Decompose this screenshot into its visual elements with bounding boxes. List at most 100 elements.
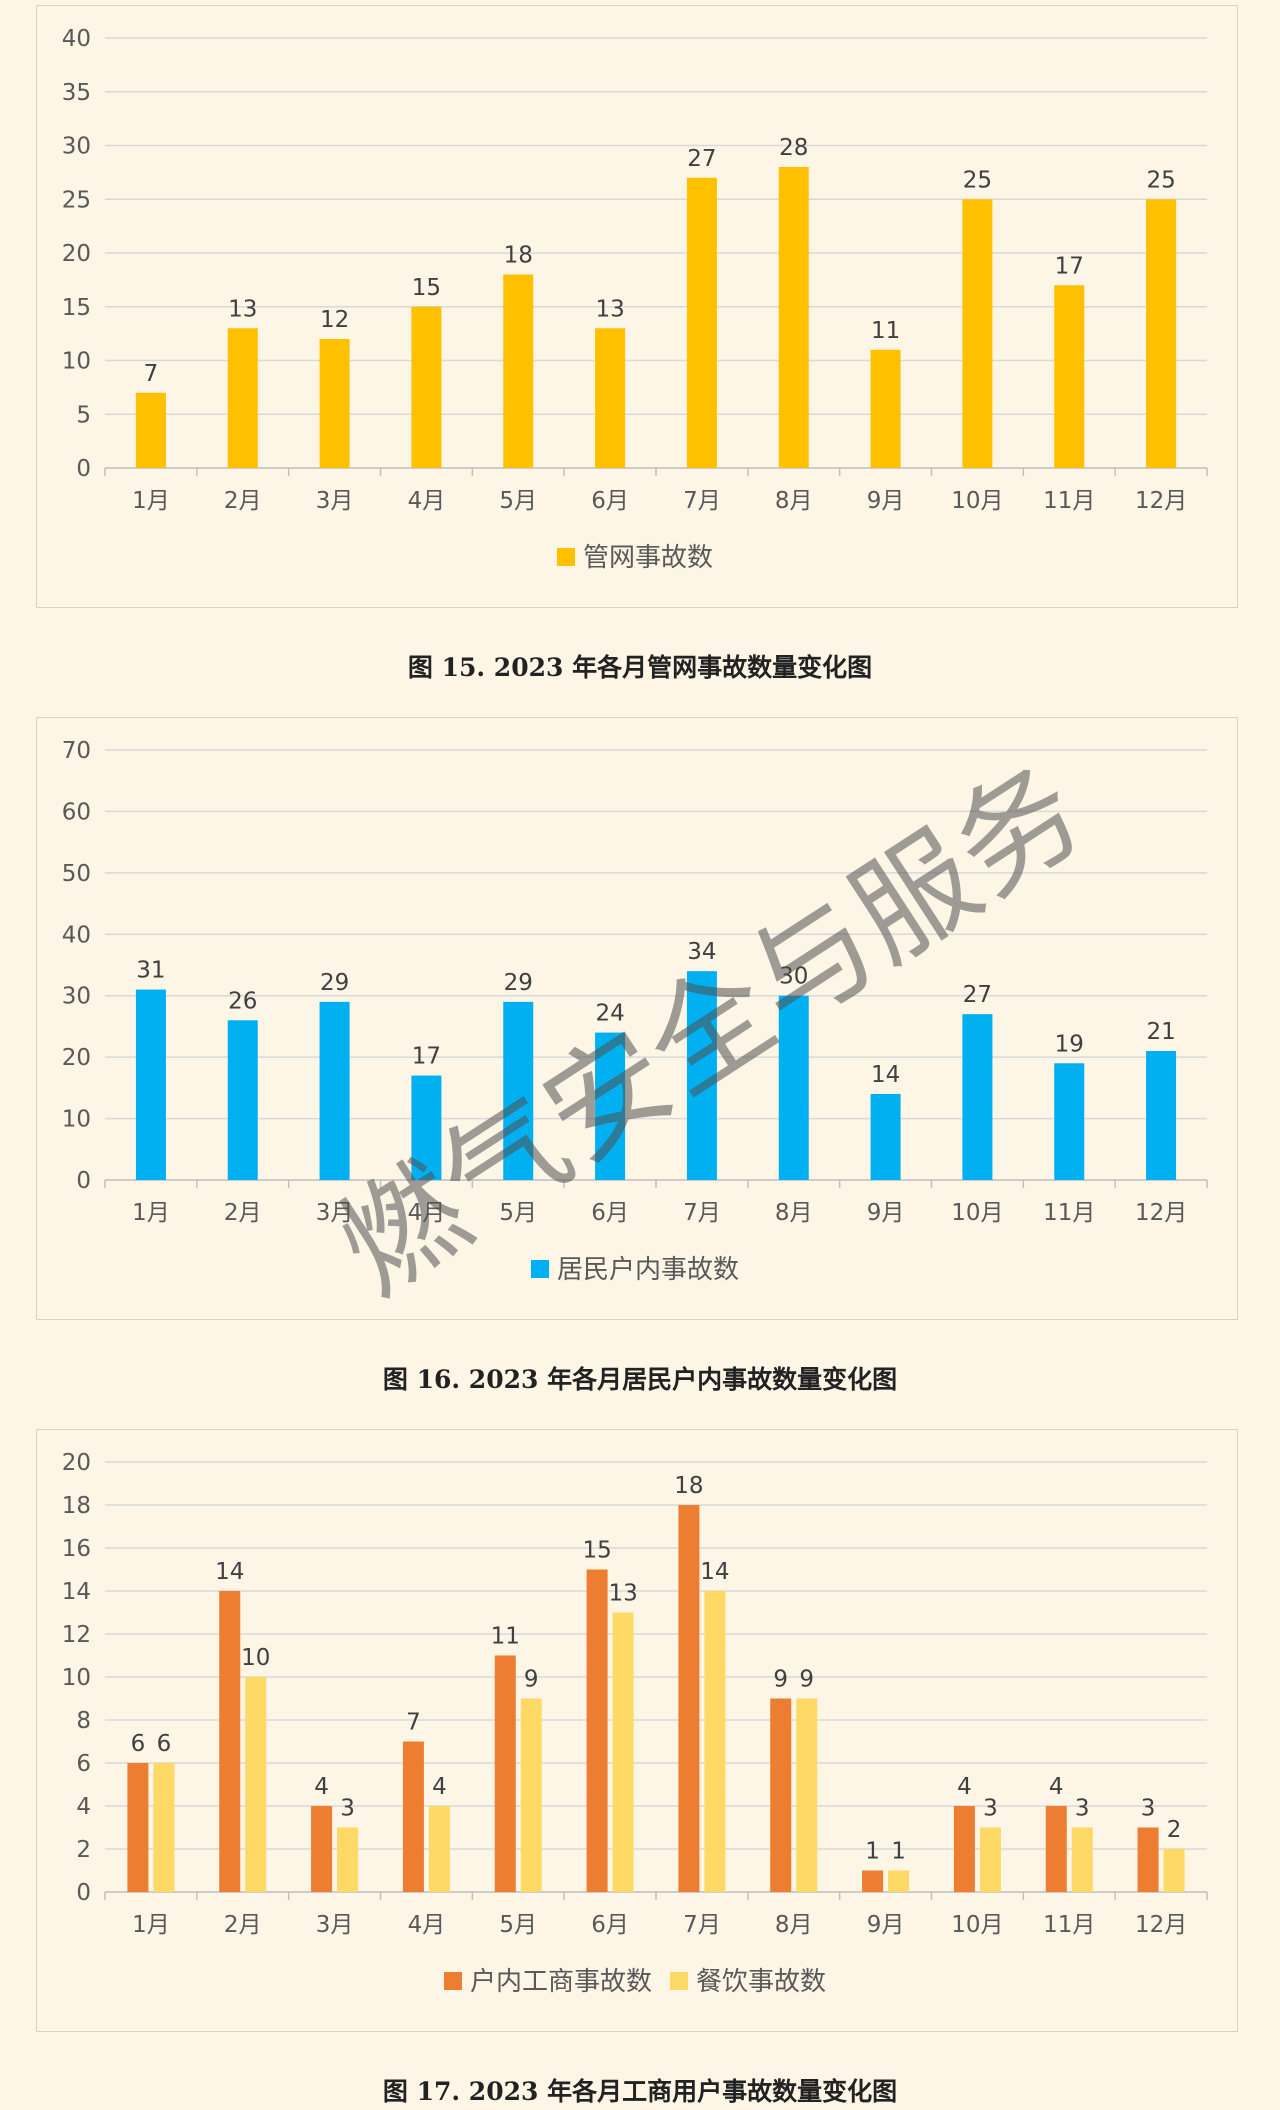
bar-5月-居民户内事故数: [503, 1001, 534, 1180]
x-tick-label: 12月: [1135, 1200, 1187, 1226]
x-tick-label: 1月: [132, 1200, 170, 1226]
data-label: 21: [1146, 1019, 1175, 1045]
y-tick-label: 16: [62, 1536, 91, 1562]
x-tick-label: 7月: [683, 1912, 721, 1938]
y-tick-label: 10: [62, 1665, 91, 1691]
y-tick-label: 6: [76, 1751, 91, 1777]
data-label: 14: [871, 1062, 900, 1088]
y-tick-label: 5: [76, 402, 91, 428]
data-label: 4: [314, 1774, 329, 1800]
bar-4月-居民户内事故数: [411, 1075, 442, 1180]
data-label: 27: [687, 146, 716, 172]
y-tick-label: 10: [62, 1107, 91, 1133]
x-tick-label: 2月: [224, 1200, 262, 1226]
x-tick-label: 5月: [499, 1912, 537, 1938]
y-tick-label: 15: [62, 295, 91, 321]
x-tick-label: 1月: [132, 488, 170, 514]
bar-1月-管网事故数: [135, 392, 166, 468]
x-tick-label: 3月: [316, 1912, 354, 1938]
x-tick-label: 10月: [951, 488, 1003, 514]
bar-8月-餐饮事故数: [796, 1698, 818, 1892]
y-tick-label: 30: [62, 984, 91, 1010]
bar-2月-居民户内事故数: [227, 1020, 258, 1180]
data-label: 25: [963, 167, 992, 193]
y-tick-label: 0: [76, 1168, 91, 1194]
x-tick-label: 6月: [591, 1912, 629, 1938]
data-label: 13: [608, 1581, 637, 1607]
bar-11月-居民户内事故数: [1054, 1063, 1085, 1180]
data-label: 15: [582, 1538, 611, 1564]
bar-10月-居民户内事故数: [962, 1014, 993, 1180]
data-label: 28: [779, 135, 808, 161]
x-tick-label: 1月: [132, 1912, 170, 1938]
chart-panel-1: 0 5 10 15 20 25 30 35 40 1月 7 2月 13 3月 12 4月 15 5月 18 6月 13 7…: [36, 5, 1238, 608]
x-tick-label: 6月: [591, 1200, 629, 1226]
bar-9月-餐饮事故数: [888, 1870, 910, 1892]
x-tick-label: 3月: [316, 488, 354, 514]
x-tick-label: 11月: [1043, 1200, 1095, 1226]
x-tick-label: 2月: [224, 488, 262, 514]
bar-5月-餐饮事故数: [520, 1698, 542, 1892]
pipeline-accidents-chart: 0 5 10 15 20 25 30 35 40 1月 7 2月 13 3月 12 4月 15 5月 18 6月 13 7…: [62, 26, 1208, 573]
bar-5月-管网事故数: [503, 274, 534, 468]
data-label: 27: [963, 982, 992, 1008]
data-label: 1: [891, 1839, 906, 1865]
bar-8月-管网事故数: [778, 167, 809, 468]
bar-9月-管网事故数: [870, 349, 901, 468]
legend-label: 户内工商事故数: [470, 1967, 652, 1997]
data-label: 4: [957, 1774, 972, 1800]
data-label: 6: [131, 1731, 146, 1757]
data-label: 13: [595, 296, 624, 322]
bar-5月-户内工商事故数: [494, 1655, 516, 1892]
x-tick-label: 7月: [683, 1200, 721, 1226]
data-label: 29: [504, 970, 533, 996]
bar-2月-餐饮事故数: [245, 1677, 267, 1892]
residential-accidents-chart: 0 10 20 30 40 50 60 70 1月 31 2月 26 3月 29 4月 17 5月 29 6月 24 7…: [62, 738, 1208, 1285]
data-label: 7: [406, 1710, 421, 1736]
data-label: 12: [320, 307, 349, 333]
bar-4月-管网事故数: [411, 306, 442, 468]
data-label: 14: [215, 1559, 244, 1585]
bar-9月-居民户内事故数: [870, 1094, 901, 1180]
data-label: 9: [773, 1667, 788, 1693]
x-tick-label: 11月: [1043, 488, 1095, 514]
data-label: 34: [687, 939, 716, 965]
bar-12月-餐饮事故数: [1163, 1849, 1185, 1892]
data-label: 4: [432, 1774, 447, 1800]
data-label: 3: [1141, 1796, 1156, 1822]
data-label: 11: [491, 1624, 520, 1650]
y-tick-label: 10: [62, 349, 91, 375]
data-label: 3: [340, 1796, 355, 1822]
x-tick-label: 12月: [1135, 488, 1187, 514]
bar-3月-餐饮事故数: [337, 1827, 359, 1892]
data-label: 25: [1146, 167, 1175, 193]
y-tick-label: 70: [62, 738, 91, 764]
legend-swatch: [557, 548, 575, 566]
bar-7月-餐饮事故数: [704, 1591, 726, 1892]
bar-12月-居民户内事故数: [1146, 1051, 1177, 1180]
y-tick-label: 12: [62, 1622, 91, 1648]
chart-panel-2: 0 10 20 30 40 50 60 70 1月 31 2月 26 3月 29 4月 17 5月 29 6月 24 7…: [36, 717, 1238, 1320]
bar-10月-管网事故数: [962, 199, 993, 468]
bar-4月-餐饮事故数: [428, 1806, 450, 1892]
bar-2月-户内工商事故数: [219, 1591, 241, 1892]
y-tick-label: 0: [76, 456, 91, 482]
legend-label: 餐饮事故数: [696, 1967, 826, 1997]
chart-caption-1: 图 15. 2023 年各月管网事故数量变化图: [407, 653, 873, 682]
x-tick-label: 4月: [408, 488, 446, 514]
x-tick-label: 9月: [867, 488, 905, 514]
bar-3月-户内工商事故数: [311, 1806, 333, 1892]
bar-8月-户内工商事故数: [770, 1698, 792, 1892]
y-tick-label: 18: [62, 1493, 91, 1519]
y-tick-label: 14: [62, 1579, 91, 1605]
bar-3月-居民户内事故数: [319, 1001, 350, 1180]
legend-swatch: [531, 1260, 549, 1278]
data-label: 6: [157, 1731, 172, 1757]
data-label: 3: [1075, 1796, 1090, 1822]
bar-11月-餐饮事故数: [1071, 1827, 1093, 1892]
x-tick-label: 6月: [591, 488, 629, 514]
bar-7月-居民户内事故数: [686, 971, 717, 1180]
legend-label: 居民户内事故数: [557, 1255, 739, 1285]
data-label: 11: [871, 318, 900, 344]
